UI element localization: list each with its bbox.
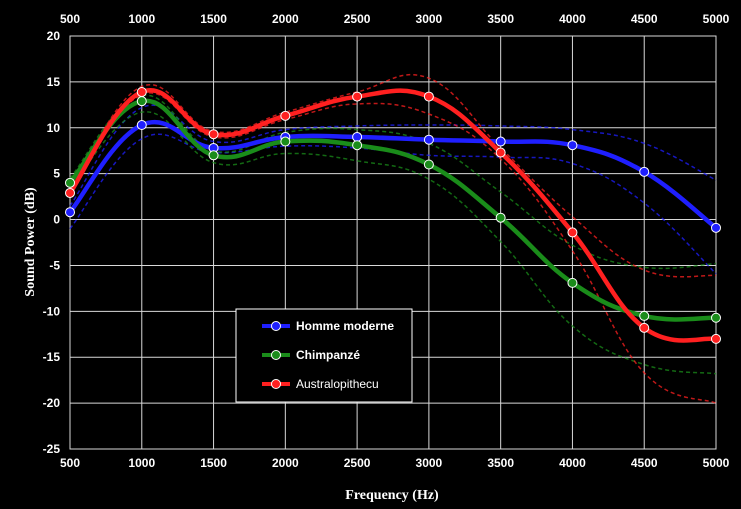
data-point xyxy=(639,310,650,321)
x-tick-label: 4500 xyxy=(631,456,658,470)
x-tick-label-top: 4500 xyxy=(631,12,658,26)
y-tick-label: 0 xyxy=(53,213,60,227)
data-point xyxy=(280,110,291,121)
legend-swatch-marker xyxy=(271,379,281,389)
series-lines xyxy=(68,87,718,343)
data-point xyxy=(352,91,363,102)
data-point xyxy=(136,96,147,107)
data-point xyxy=(208,150,219,161)
x-tick-label: 1500 xyxy=(200,456,227,470)
y-tick-label: 10 xyxy=(47,121,61,135)
data-point xyxy=(352,140,363,151)
legend-label: Australopithecu xyxy=(296,377,379,391)
y-tick-label: 15 xyxy=(47,75,61,89)
data-point xyxy=(423,159,434,170)
series-line xyxy=(68,98,717,322)
y-tick-label: -20 xyxy=(43,396,61,410)
data-point xyxy=(65,187,75,198)
data-point xyxy=(280,136,291,147)
data-point xyxy=(423,134,434,145)
x-tick-label-top: 2000 xyxy=(272,12,299,26)
data-point xyxy=(423,91,434,102)
data-point xyxy=(65,177,75,188)
series-band-lower xyxy=(69,92,717,404)
data-point xyxy=(495,136,506,147)
data-point xyxy=(639,322,650,333)
x-tick-label-top: 3000 xyxy=(416,12,443,26)
data-point xyxy=(567,140,578,151)
x-tick-label: 5000 xyxy=(703,456,730,470)
data-point xyxy=(208,129,219,140)
legend: Homme moderne Chimpanzé Australopithecu xyxy=(235,308,413,403)
data-point xyxy=(567,227,578,238)
data-point xyxy=(711,222,721,233)
data-point xyxy=(639,166,650,177)
legend-swatch-marker xyxy=(271,350,281,360)
data-point xyxy=(495,212,506,223)
x-tick-label-top: 500 xyxy=(60,12,80,26)
tick-labels: 20151050-5-10-15-20-25500500100010001500… xyxy=(43,12,730,470)
data-point xyxy=(136,120,147,131)
x-tick-label: 2000 xyxy=(272,456,299,470)
legend-label: Homme moderne xyxy=(296,319,394,333)
x-tick-label-top: 4000 xyxy=(559,12,586,26)
x-axis-title: Frequency (Hz) xyxy=(345,488,439,503)
series-band-upper xyxy=(69,73,717,278)
x-tick-label: 2500 xyxy=(344,456,371,470)
x-tick-label: 3000 xyxy=(416,456,443,470)
data-point xyxy=(567,277,578,288)
y-tick-label: -25 xyxy=(43,442,61,456)
y-axis-title: Sound Power (dB) xyxy=(23,187,38,297)
data-point xyxy=(352,131,363,142)
y-tick-label: 5 xyxy=(53,167,60,181)
legend-label: Chimpanzé xyxy=(296,348,360,362)
x-tick-label: 1000 xyxy=(128,456,155,470)
series-line xyxy=(68,87,717,343)
plot-area-border xyxy=(69,35,717,450)
x-tick-label: 3500 xyxy=(487,456,514,470)
x-tick-label-top: 1500 xyxy=(200,12,227,26)
data-point xyxy=(136,86,147,97)
series-band-upper xyxy=(69,94,717,270)
y-tick-label: 20 xyxy=(47,29,61,43)
legend-swatch-marker xyxy=(271,321,281,331)
series-band-lower xyxy=(69,111,717,375)
x-tick-label-top: 2500 xyxy=(344,12,371,26)
y-tick-label: -15 xyxy=(43,350,61,364)
data-point xyxy=(711,312,721,323)
x-tick-label: 500 xyxy=(60,456,80,470)
data-point xyxy=(711,333,721,344)
data-point xyxy=(495,147,506,158)
y-tick-label: -10 xyxy=(43,304,61,318)
series-line xyxy=(68,119,718,230)
y-tick-label: -5 xyxy=(49,258,60,272)
series-markers xyxy=(65,86,721,344)
x-tick-label: 4000 xyxy=(559,456,586,470)
x-tick-label-top: 3500 xyxy=(487,12,514,26)
data-point xyxy=(65,207,75,218)
x-tick-label-top: 1000 xyxy=(128,12,155,26)
x-tick-label-top: 5000 xyxy=(703,12,730,26)
